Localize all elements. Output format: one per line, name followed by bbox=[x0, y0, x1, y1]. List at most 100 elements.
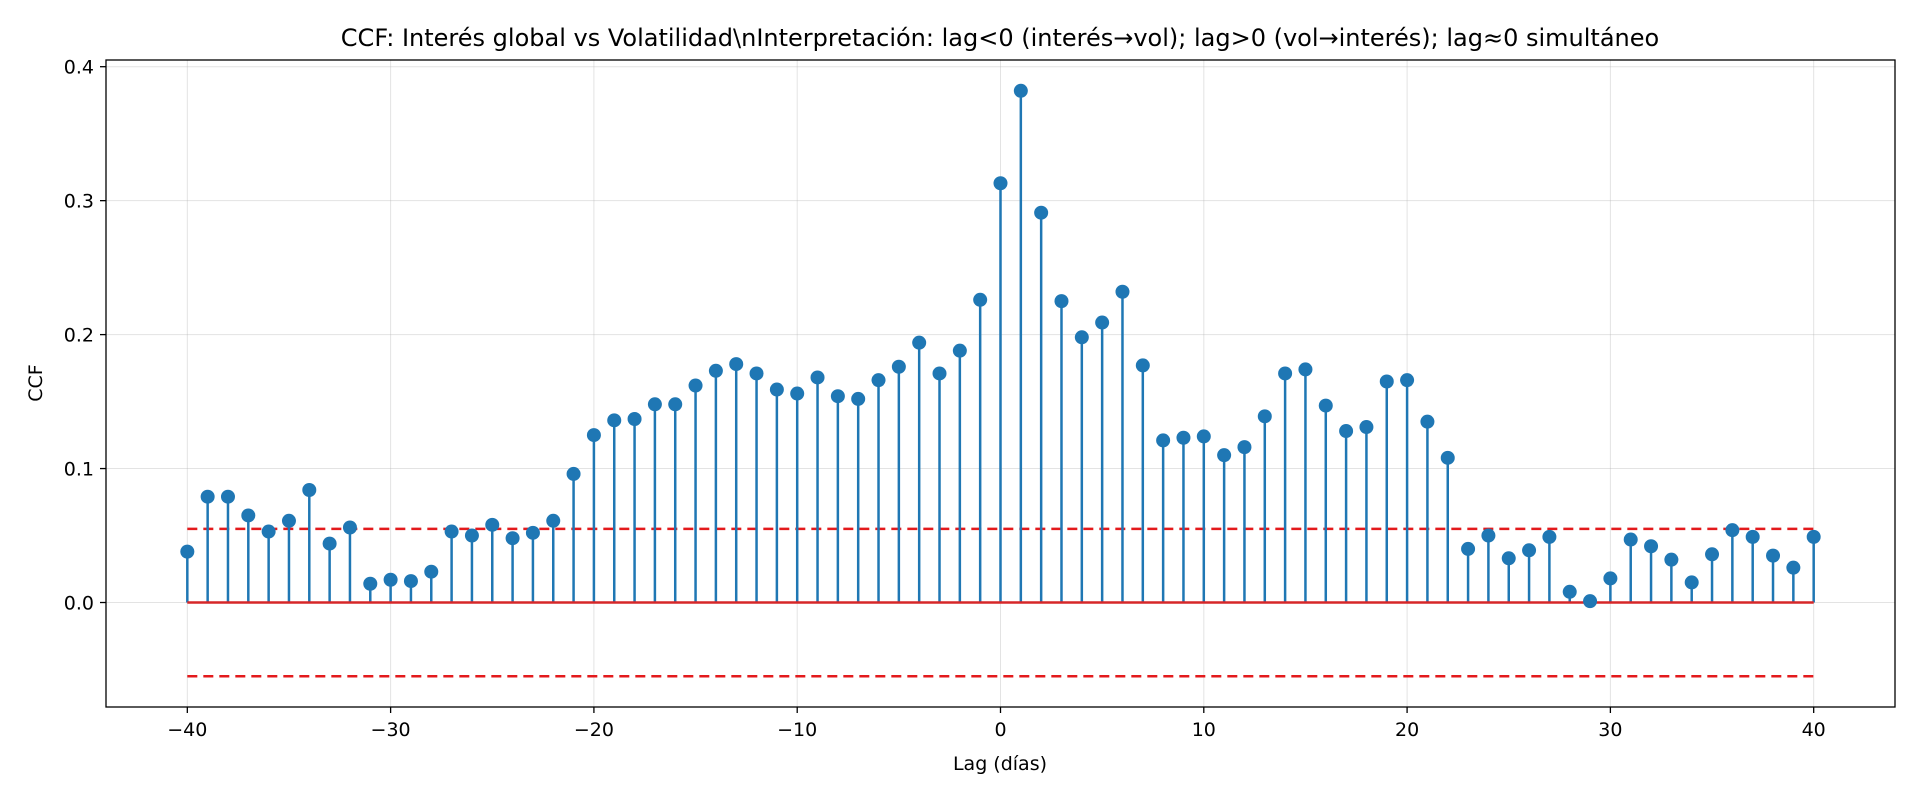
stem-marker bbox=[1298, 362, 1313, 377]
stem-marker bbox=[1583, 594, 1598, 609]
stem-marker bbox=[912, 335, 927, 350]
stem-marker bbox=[1054, 294, 1069, 309]
stem-marker bbox=[586, 428, 601, 443]
stem-marker bbox=[1562, 584, 1577, 599]
stem-marker bbox=[180, 544, 195, 559]
stem-marker bbox=[1725, 523, 1740, 538]
stem-marker bbox=[424, 564, 439, 579]
stem-marker bbox=[403, 574, 418, 589]
stem-marker bbox=[464, 528, 479, 543]
y-axis-label: CCF bbox=[25, 364, 47, 401]
stem-marker bbox=[363, 576, 378, 591]
stem-marker bbox=[444, 524, 459, 539]
stem-marker bbox=[485, 517, 500, 532]
stem-marker bbox=[1806, 529, 1821, 544]
stem-marker bbox=[769, 382, 784, 397]
stem-marker bbox=[1339, 424, 1354, 439]
stem-marker bbox=[281, 513, 296, 528]
chart-title: CCF: Interés global vs Volatilidad\nInte… bbox=[341, 24, 1659, 52]
stem-marker bbox=[1522, 543, 1537, 558]
stem-marker bbox=[1766, 548, 1781, 563]
y-tick-label: 0.3 bbox=[64, 191, 94, 213]
stem-marker bbox=[1237, 440, 1252, 455]
stem-marker bbox=[1684, 575, 1699, 590]
stem-marker bbox=[1156, 433, 1171, 448]
stem-marker bbox=[952, 343, 967, 358]
stem-marker bbox=[546, 513, 561, 528]
stem-marker bbox=[1318, 398, 1333, 413]
plot-frame bbox=[105, 59, 1896, 708]
stem-marker bbox=[729, 357, 744, 372]
y-tick-label: 0.4 bbox=[64, 57, 94, 79]
x-tick-label: 20 bbox=[1395, 719, 1419, 741]
stem-marker bbox=[1217, 448, 1232, 463]
stem-marker bbox=[1542, 529, 1557, 544]
stem-marker bbox=[688, 378, 703, 393]
stem-marker bbox=[1501, 551, 1516, 566]
stem-marker bbox=[1745, 529, 1760, 544]
stem-marker bbox=[383, 572, 398, 587]
stem-marker bbox=[1440, 450, 1455, 465]
stem-marker bbox=[220, 489, 235, 504]
stem-marker bbox=[1176, 430, 1191, 445]
stem-marker bbox=[1603, 571, 1618, 586]
stem-marker bbox=[790, 386, 805, 401]
stem-marker bbox=[810, 370, 825, 385]
stem-marker bbox=[1013, 83, 1028, 98]
x-tick-label: −30 bbox=[371, 719, 411, 741]
stem-marker bbox=[241, 508, 256, 523]
stem-marker bbox=[607, 413, 622, 428]
stem-marker bbox=[1196, 429, 1211, 444]
stem-marker bbox=[1461, 541, 1476, 556]
x-axis-label: Lag (días) bbox=[953, 753, 1047, 775]
stem-marker bbox=[708, 363, 723, 378]
stem-marker bbox=[851, 391, 866, 406]
stem-marker bbox=[1115, 284, 1130, 299]
stem-marker bbox=[932, 366, 947, 381]
axis-ticks: −40 −30 −20 −10 0 10 20 30 40 0.0 0.1 0.2 0.3 0.4 bbox=[64, 57, 1826, 741]
x-tick-label: 0 bbox=[994, 719, 1006, 741]
stem-marker bbox=[891, 359, 906, 374]
stem-marker bbox=[200, 489, 215, 504]
stem-marker bbox=[1664, 552, 1679, 567]
stem-marker bbox=[566, 466, 581, 481]
stem-marker bbox=[993, 176, 1008, 191]
stem-marker bbox=[1257, 409, 1272, 424]
y-tick-label: 0.1 bbox=[64, 459, 94, 481]
stem-marker bbox=[749, 366, 764, 381]
x-tick-label: −10 bbox=[777, 719, 817, 741]
y-tick-label: 0.2 bbox=[64, 325, 94, 347]
stem-marker bbox=[647, 397, 662, 412]
x-tick-label: 10 bbox=[1192, 719, 1216, 741]
stem-marker bbox=[525, 525, 540, 540]
stem-marker bbox=[505, 531, 520, 546]
stem-marker bbox=[830, 389, 845, 404]
stem-marker bbox=[1379, 374, 1394, 389]
stem-marker bbox=[1644, 539, 1659, 554]
stem-marker bbox=[1786, 560, 1801, 575]
x-tick-label: −20 bbox=[574, 719, 614, 741]
stem-marker bbox=[1705, 547, 1720, 562]
stem-marker bbox=[1400, 373, 1415, 388]
stem-marker bbox=[973, 292, 988, 307]
stem-marker bbox=[322, 536, 337, 551]
stem-marker bbox=[1420, 414, 1435, 429]
stem-marker bbox=[1278, 366, 1293, 381]
y-tick-label: 0.0 bbox=[64, 593, 94, 615]
stem-marker bbox=[668, 397, 683, 412]
stem-marker bbox=[627, 411, 642, 426]
x-tick-label: −40 bbox=[167, 719, 207, 741]
stem-marker bbox=[1074, 330, 1089, 345]
stem-marker bbox=[342, 520, 357, 535]
stem-marker bbox=[1135, 358, 1150, 373]
x-tick-label: 30 bbox=[1598, 719, 1622, 741]
stem-marker bbox=[1359, 420, 1374, 435]
stem-marker bbox=[1034, 205, 1049, 220]
stem-marker bbox=[871, 373, 886, 388]
stem-marker bbox=[1095, 315, 1110, 330]
stem-marker bbox=[261, 524, 276, 539]
stem-marker bbox=[1623, 532, 1638, 547]
ccf-stems bbox=[180, 83, 1821, 609]
stem-marker bbox=[1481, 528, 1496, 543]
